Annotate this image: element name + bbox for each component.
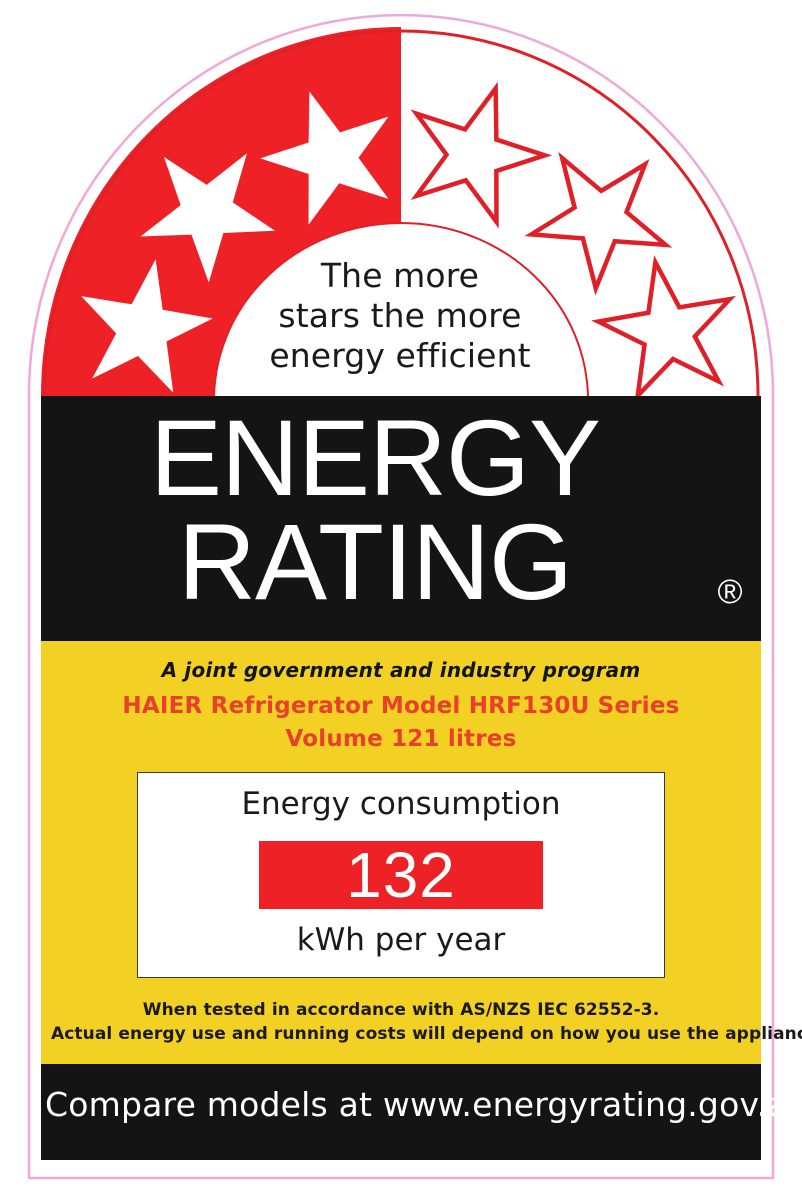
arch-star-field: [41, 27, 760, 396]
product-model-line: HAIER Refrigerator Model HRF130U Series: [122, 693, 680, 719]
energy-consumption-value-chip: [259, 841, 543, 909]
wordmark-line-energy: ENERGY: [149, 397, 601, 518]
outline-stars-group: [410, 81, 736, 396]
wordmark-line-rating: RATING: [178, 501, 573, 622]
inner-dome: [212, 222, 590, 396]
tagline-line-1: The more: [320, 256, 480, 295]
star-filled-2: [140, 153, 275, 283]
star-outline-3: [591, 255, 736, 396]
joint-program-note: A joint government and industry program: [161, 658, 641, 682]
star-rating-tagline: The more stars the more energy efficient: [226, 256, 574, 376]
wordmark-band: [41, 396, 761, 641]
fineprint-line-2: Actual energy use and running costs will…: [51, 1024, 802, 1044]
tagline-line-3: energy efficient: [269, 336, 531, 375]
outer-keyline: [27, 13, 775, 1180]
arch-edge-arc: [42, 29, 760, 396]
star-filled-1: [260, 91, 389, 225]
product-volume-line: Volume 121 litres: [285, 726, 517, 752]
tagline-line-2: stars the more: [278, 296, 522, 335]
energy-consumption-title: Energy consumption: [241, 786, 561, 822]
star-outline-2: [524, 151, 673, 296]
footer-band: [41, 1064, 761, 1160]
energy-consumption-value: 132: [346, 839, 456, 911]
fineprint-line-1: When tested in accordance with AS/NZS IE…: [142, 1000, 660, 1020]
star-filled-3: [81, 259, 213, 393]
energy-rating-wordmark: ENERGY RATING: [55, 397, 695, 622]
registered-trademark-icon: ®: [717, 573, 743, 611]
testing-fineprint: When tested in accordance with AS/NZS IE…: [51, 998, 802, 1046]
compare-models-footer: Compare models at www.energyrating.gov.a…: [45, 1085, 802, 1124]
energy-consumption-unit: kWh per year: [296, 922, 506, 958]
star-outline-1: [410, 81, 553, 229]
filled-stars-group: [81, 91, 389, 393]
